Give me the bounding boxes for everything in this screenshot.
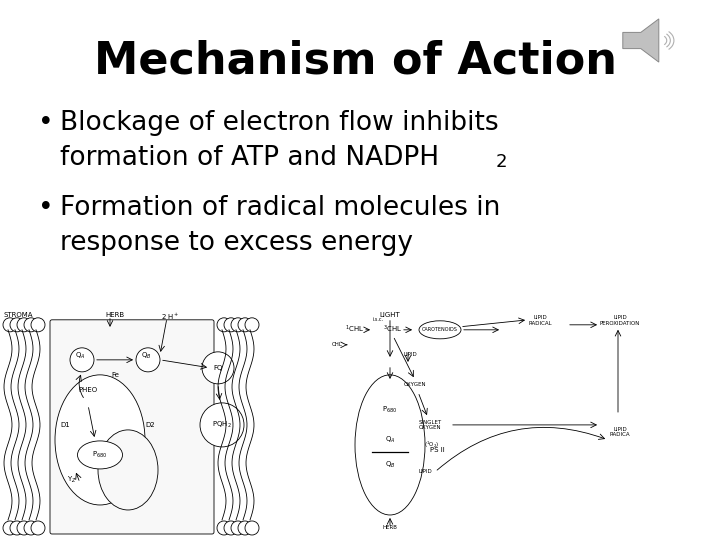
Circle shape [17,318,31,332]
Text: i.s.c.: i.s.c. [372,317,384,322]
Text: LIPID
PEROXIDATION: LIPID PEROXIDATION [600,315,640,326]
Text: PQH$_2$: PQH$_2$ [212,420,232,430]
Circle shape [202,352,234,384]
Text: Fe: Fe [111,372,119,378]
Circle shape [31,521,45,535]
Text: Blockage of electron flow inhibits: Blockage of electron flow inhibits [60,110,499,136]
Text: Mechanism of Action: Mechanism of Action [94,40,616,83]
Text: HERB: HERB [382,525,397,530]
Circle shape [136,348,160,372]
Circle shape [10,521,24,535]
Text: $^1$CHL: $^1$CHL [346,324,364,335]
Text: D1: D1 [60,422,70,428]
Text: Q$_B$: Q$_B$ [140,351,151,361]
Circle shape [31,318,45,332]
Text: FQ: FQ [213,365,222,371]
Text: CAROTENOIDS: CAROTENOIDS [422,327,458,332]
Text: PS II: PS II [430,447,445,453]
Circle shape [3,318,17,332]
FancyBboxPatch shape [50,320,214,534]
Circle shape [24,318,38,332]
Text: D2: D2 [145,422,155,428]
Text: •: • [38,195,53,221]
Circle shape [17,521,31,535]
Text: CHL: CHL [332,342,343,347]
Text: 2 H$^+$: 2 H$^+$ [161,312,179,322]
Text: Formation of radical molecules in: Formation of radical molecules in [60,195,500,221]
Text: SINGLET
OXYGEN: SINGLET OXYGEN [418,420,441,430]
Text: formation of ATP and NADPH: formation of ATP and NADPH [60,145,439,171]
Circle shape [238,318,252,332]
Text: LIPID
RADICA: LIPID RADICA [610,427,630,437]
Ellipse shape [98,430,158,510]
Text: Y$_Z$: Y$_Z$ [67,475,77,485]
Text: 2: 2 [496,153,508,171]
Polygon shape [623,19,659,62]
Circle shape [217,318,231,332]
Text: •: • [38,110,53,136]
Text: LIPID
RADICAL: LIPID RADICAL [528,315,552,326]
Text: Q$_B$: Q$_B$ [384,460,395,470]
Circle shape [10,318,24,332]
Text: P$_{680}$: P$_{680}$ [92,450,108,460]
Circle shape [70,348,94,372]
Text: LIPID: LIPID [403,352,417,357]
Text: PHEO: PHEO [78,387,98,393]
Circle shape [245,521,259,535]
Text: LIPID: LIPID [418,469,432,475]
Circle shape [224,521,238,535]
Text: response to excess energy: response to excess energy [60,230,413,256]
Text: Q$_A$: Q$_A$ [75,351,85,361]
Circle shape [3,521,17,535]
Circle shape [217,521,231,535]
Text: HERB: HERB [105,312,125,318]
Circle shape [231,318,245,332]
Ellipse shape [419,321,461,339]
Circle shape [238,521,252,535]
Text: ($^1$O$_2$): ($^1$O$_2$) [424,440,440,450]
Circle shape [224,318,238,332]
Text: Q$_A$: Q$_A$ [384,435,395,445]
Text: P$_{680}$: P$_{680}$ [382,405,397,415]
Text: $^3$CHL: $^3$CHL [383,324,402,335]
Circle shape [24,521,38,535]
Ellipse shape [78,441,122,469]
Ellipse shape [355,375,425,515]
Circle shape [245,318,259,332]
Ellipse shape [55,375,145,505]
Circle shape [231,521,245,535]
Circle shape [200,403,244,447]
Text: OXYGEN: OXYGEN [404,382,426,387]
Text: STROMA: STROMA [4,312,34,318]
Text: LIGHT: LIGHT [379,312,400,318]
